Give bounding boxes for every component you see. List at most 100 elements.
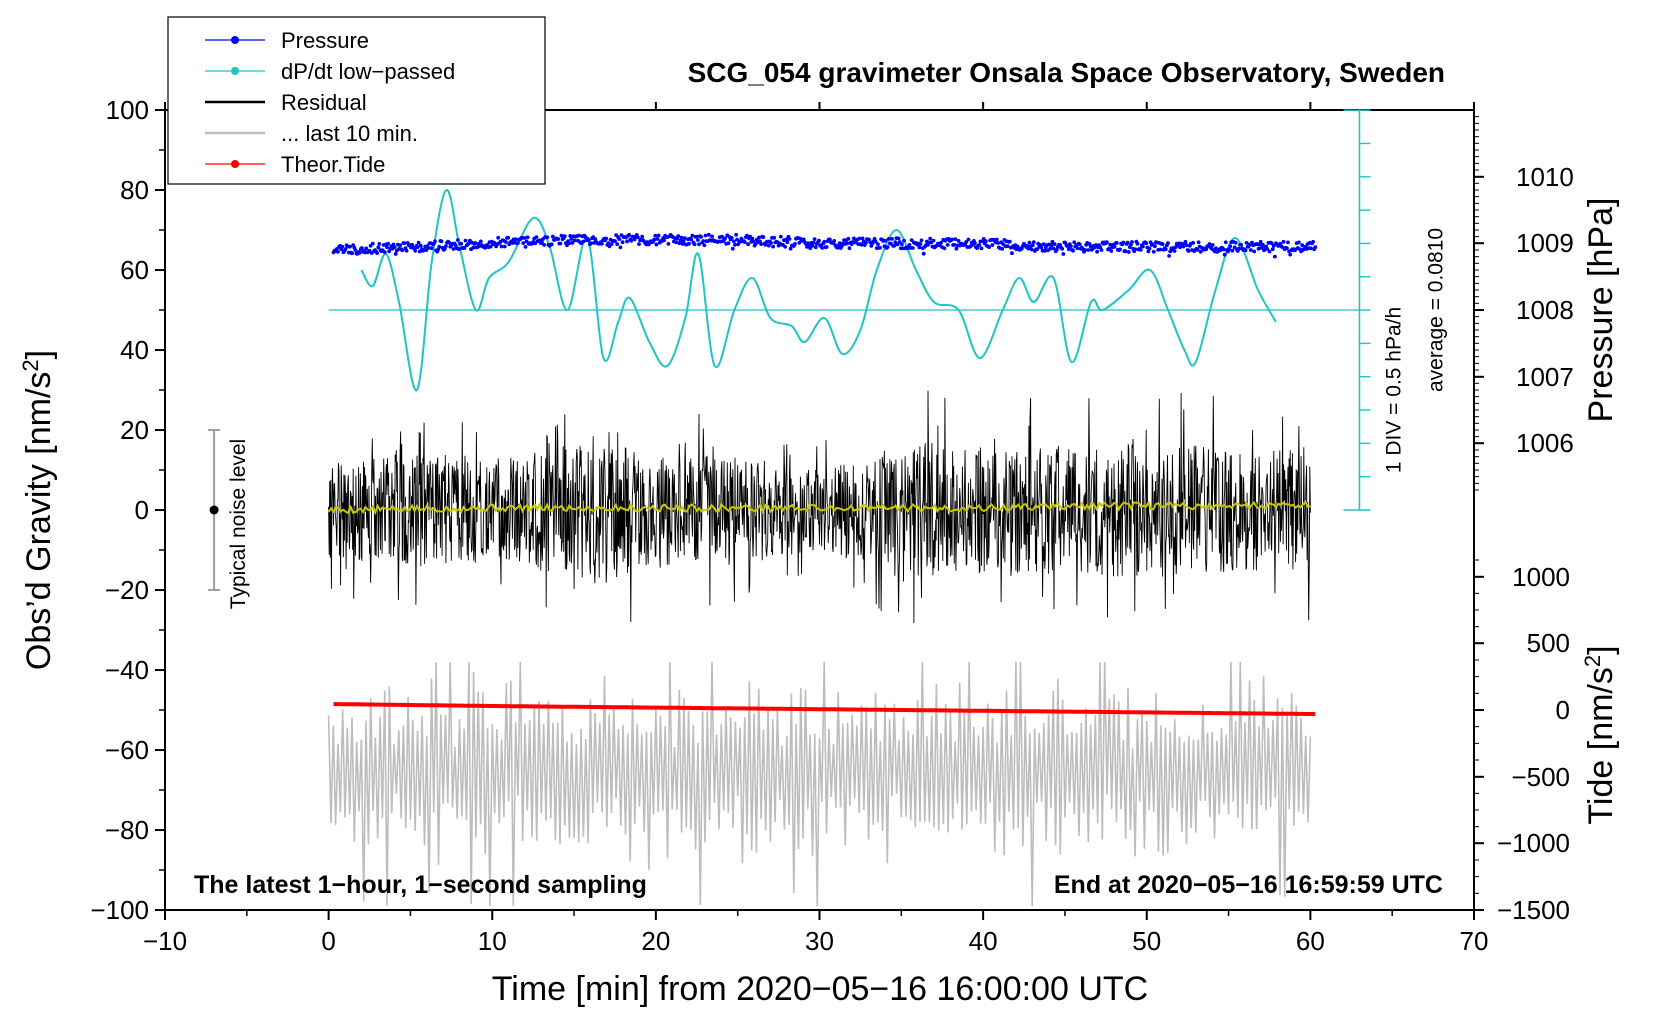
pressure-point [1227, 247, 1231, 252]
pressure-point [1144, 241, 1149, 246]
pressure-point [1183, 239, 1188, 244]
pressure-point [679, 235, 684, 240]
pressure-point [1108, 242, 1113, 247]
pressure-point [1178, 245, 1182, 250]
pressure-point [1286, 240, 1290, 245]
pressure-point [763, 243, 768, 247]
pressure-point [524, 239, 529, 244]
pressure-point [766, 243, 771, 248]
pressure-point [506, 235, 510, 240]
pressure-point [433, 239, 437, 244]
legend: Pressure dP/dt low−passed Residual ... last… [167, 16, 546, 185]
pressure-point [769, 241, 773, 245]
pressure-point [463, 238, 468, 243]
pressure-point [1297, 240, 1301, 245]
pressure-point [1223, 240, 1228, 245]
pressure-point [778, 234, 783, 239]
pressure-point [521, 241, 526, 246]
pressure-point [729, 236, 734, 240]
pressure-point [632, 237, 637, 242]
pressure-point [892, 243, 897, 248]
pressure-point [568, 234, 573, 238]
pressure-point [808, 246, 813, 251]
pressure-point [516, 241, 520, 245]
pressure-point [559, 233, 564, 238]
pressure-point [471, 245, 476, 250]
x-axis-label: Time [min] from 2020−05−16 16:00:00 UTC [492, 970, 1148, 1008]
legend-label: Residual [281, 90, 367, 115]
pressure-point [1125, 240, 1130, 245]
pressure-point [822, 239, 827, 244]
pressure-point [1158, 247, 1163, 252]
pressure-point [613, 239, 617, 244]
pressure-point [950, 237, 954, 242]
pressure-point [604, 236, 609, 241]
pressure-point [726, 241, 731, 246]
x-tick-label: 50 [1132, 926, 1161, 956]
pressure-point [1133, 247, 1138, 252]
pressure-point [1285, 246, 1289, 251]
pressure-point [1195, 247, 1200, 252]
pressure-point [1027, 240, 1032, 245]
x-tick-label: −10 [143, 926, 187, 956]
pressure-point [398, 243, 402, 248]
pressure-point [618, 245, 623, 250]
pressure-point [785, 240, 790, 245]
pressure-point [556, 237, 561, 241]
pressure-point [860, 236, 865, 241]
pressure-point [627, 233, 631, 237]
legend-swatch-dot [231, 36, 239, 44]
pressure-point [376, 245, 381, 250]
pressure-point [1005, 244, 1010, 249]
pressure-point [581, 239, 586, 244]
pressure-point [820, 246, 825, 250]
pressure-point [697, 242, 701, 247]
pressure-point [542, 243, 546, 247]
residual-mean-line [327, 500, 1311, 516]
pressure-point [702, 243, 707, 248]
pressure-point [750, 236, 755, 241]
pressure-point [813, 245, 818, 250]
pressure-point [772, 236, 777, 240]
pressure-point [1072, 240, 1077, 245]
pressure-point [589, 241, 593, 246]
pressure-point [442, 247, 447, 251]
pressure-point [1008, 239, 1012, 244]
pressure-point [377, 242, 382, 246]
pressure-point [876, 242, 880, 247]
y-tick-label-left: −80 [105, 815, 149, 845]
pressure-point [1313, 245, 1318, 250]
pressure-point [945, 243, 950, 247]
pressure-point [1300, 243, 1305, 248]
pressure-point [1060, 246, 1065, 251]
pressure-point [1309, 246, 1313, 251]
pressure-point [1075, 246, 1080, 251]
pressure-point [534, 235, 539, 240]
pressure-point [1042, 248, 1047, 253]
pressure-point [413, 248, 418, 253]
pressure-point [459, 241, 464, 246]
pressure-point [540, 240, 544, 245]
pressure-point [640, 234, 645, 239]
pressure-point [620, 240, 625, 245]
pressure-point [1054, 247, 1059, 252]
pressure-point [895, 242, 900, 247]
tide-tick-label: 1000 [1512, 562, 1570, 592]
pressure-point [1077, 242, 1082, 247]
pressure-point [1281, 239, 1286, 244]
pressure-tick-label: 1007 [1516, 362, 1574, 392]
noise-bar: Typical noise level [208, 429, 250, 609]
pressure-point [761, 235, 766, 240]
dpdt-line [360, 188, 1277, 392]
legend-label: dP/dt low−passed [281, 59, 455, 84]
pressure-point [1071, 248, 1075, 253]
pressure-point [900, 242, 904, 247]
pressure-point [340, 244, 345, 249]
pressure-point [1271, 244, 1276, 248]
pressure-point [919, 238, 924, 243]
pressure-point [745, 233, 749, 238]
pressure-tick-label: 1006 [1516, 428, 1574, 458]
pressure-point [513, 237, 518, 242]
pressure-point [1123, 249, 1128, 254]
pressure-point [1261, 242, 1265, 247]
